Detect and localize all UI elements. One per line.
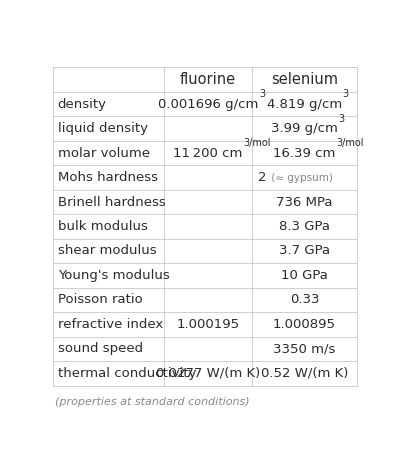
Text: Mohs hardness: Mohs hardness — [58, 171, 158, 184]
Text: 10 GPa: 10 GPa — [281, 269, 328, 282]
Text: 1.000895: 1.000895 — [273, 318, 336, 331]
Text: 0.001696 g/cm: 0.001696 g/cm — [158, 98, 258, 111]
Text: fluorine: fluorine — [180, 72, 236, 87]
Text: sound speed: sound speed — [58, 342, 143, 355]
Text: selenium: selenium — [271, 72, 338, 87]
Text: 2: 2 — [258, 171, 266, 184]
Text: 16.39 cm: 16.39 cm — [273, 146, 336, 160]
Text: 3.7 GPa: 3.7 GPa — [279, 245, 330, 257]
Text: thermal conductivity: thermal conductivity — [58, 367, 196, 380]
Text: 0.33: 0.33 — [290, 293, 319, 307]
Text: 4.819 g/cm: 4.819 g/cm — [267, 98, 342, 111]
Text: 0.0277 W/(m K): 0.0277 W/(m K) — [156, 367, 260, 380]
Text: 3/mol: 3/mol — [243, 138, 271, 148]
Text: 736 MPa: 736 MPa — [276, 196, 333, 208]
Text: (properties at standard conditions): (properties at standard conditions) — [55, 397, 249, 407]
Text: 11 200 cm: 11 200 cm — [173, 146, 243, 160]
Text: Brinell hardness: Brinell hardness — [58, 196, 166, 208]
Text: refractive index: refractive index — [58, 318, 163, 331]
Text: 3: 3 — [338, 114, 345, 124]
Text: 3/mol: 3/mol — [336, 138, 364, 148]
Text: Young's modulus: Young's modulus — [58, 269, 170, 282]
Text: shear modulus: shear modulus — [58, 245, 156, 257]
Text: 3: 3 — [343, 90, 349, 100]
Text: Poisson ratio: Poisson ratio — [58, 293, 142, 307]
Text: 3: 3 — [259, 90, 265, 100]
Text: density: density — [58, 98, 107, 111]
Text: 3.99 g/cm: 3.99 g/cm — [271, 122, 338, 135]
Text: 1.000195: 1.000195 — [176, 318, 240, 331]
Text: bulk modulus: bulk modulus — [58, 220, 148, 233]
Text: 8.3 GPa: 8.3 GPa — [279, 220, 330, 233]
Text: 0.52 W/(m K): 0.52 W/(m K) — [261, 367, 348, 380]
Text: (≈ gypsum): (≈ gypsum) — [268, 173, 332, 183]
Text: 3350 m/s: 3350 m/s — [273, 342, 336, 355]
Text: molar volume: molar volume — [58, 146, 150, 160]
Text: liquid density: liquid density — [58, 122, 148, 135]
